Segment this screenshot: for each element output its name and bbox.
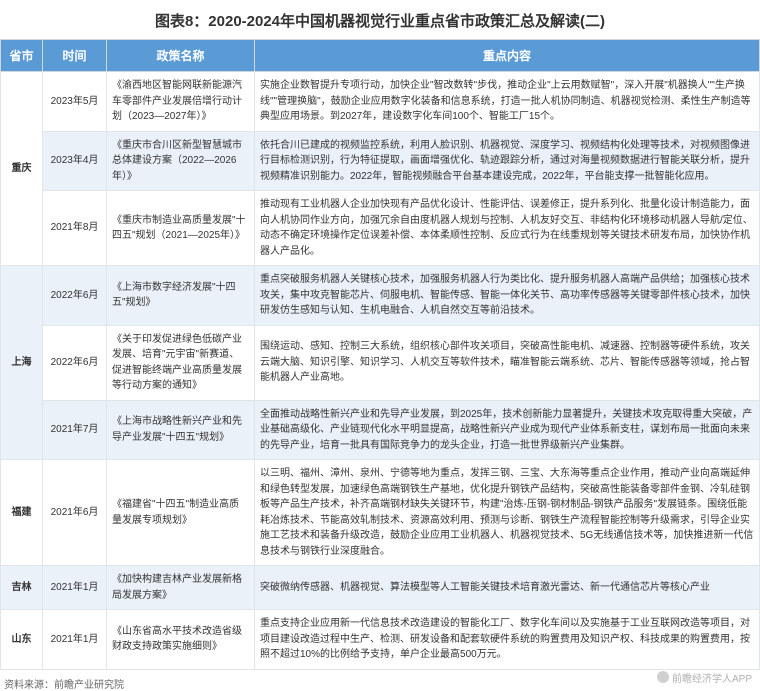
- policy-cell: 《上海市战略性新兴产业和先导产业发展"十四五"规划》: [107, 400, 255, 460]
- province-cell: 吉林: [1, 566, 43, 610]
- table-row: 山东2021年1月《山东省高水平技术改造省级财政支持政策实施细则》重点支持企业应…: [1, 610, 760, 670]
- content-cell: 推动现有工业机器人企业加快现有产品优化设计、性能评估、误差修正，提升系列化、批量…: [255, 191, 760, 266]
- policy-cell: 《重庆市制造业高质量发展"十四五"规划（2021—2025年）》: [107, 191, 255, 266]
- policy-cell: 《上海市数字经济发展"十四五"规划》: [107, 266, 255, 326]
- time-cell: 2021年6月: [43, 460, 107, 566]
- time-cell: 2022年6月: [43, 325, 107, 400]
- watermark-text: 前瞻经济学人APP: [672, 670, 752, 685]
- policy-cell: 《山东省高水平技术改造省级财政支持政策实施细则》: [107, 610, 255, 670]
- policy-cell: 《重庆市合川区新型智慧城市总体建设方案（2022—2026年）》: [107, 131, 255, 191]
- policy-cell: 《福建省"十四五"制造业高质量发展专项规划》: [107, 460, 255, 566]
- table-row: 2022年6月《关于印发促进绿色低碳产业发展、培育"元宇宙"新赛道、促进智能终端…: [1, 325, 760, 400]
- province-cell: 上海: [1, 266, 43, 460]
- province-cell: 福建: [1, 460, 43, 566]
- table-row: 重庆2023年5月《渝西地区智能网联新能源汽车零部件产业发展倍增行动计划（202…: [1, 72, 760, 132]
- table-row: 2021年7月《上海市战略性新兴产业和先导产业发展"十四五"规划》全面推动战略性…: [1, 400, 760, 460]
- time-cell: 2023年4月: [43, 131, 107, 191]
- policy-cell: 《关于印发促进绿色低碳产业发展、培育"元宇宙"新赛道、促进智能终端产业高质量发展…: [107, 325, 255, 400]
- table-header-row: 省市 时间 政策名称 重点内容: [1, 40, 760, 72]
- policy-table: 省市 时间 政策名称 重点内容 重庆2023年5月《渝西地区智能网联新能源汽车零…: [0, 39, 760, 670]
- content-cell: 全面推动战略性新兴产业和先导产业发展，到2025年，技术创新能力显著提升，关键技…: [255, 400, 760, 460]
- content-cell: 依托合川已建成的视频监控系统，利用人脸识别、机器视觉、深度学习、视频结构化处理等…: [255, 131, 760, 191]
- province-cell: 重庆: [1, 72, 43, 266]
- policy-cell: 《渝西地区智能网联新能源汽车零部件产业发展倍增行动计划（2023—2027年）》: [107, 72, 255, 132]
- province-cell: 山东: [1, 610, 43, 670]
- policy-cell: 《加快构建吉林产业发展新格局发展方案》: [107, 566, 255, 610]
- col-header-province: 省市: [1, 40, 43, 72]
- watermark: 前瞻经济学人APP: [657, 670, 752, 685]
- time-cell: 2021年8月: [43, 191, 107, 266]
- chart-title: 图表8：2020-2024年中国机器视觉行业重点省市政策汇总及解读(二): [0, 0, 760, 39]
- col-header-content: 重点内容: [255, 40, 760, 72]
- table-row: 2021年8月《重庆市制造业高质量发展"十四五"规划（2021—2025年）》推…: [1, 191, 760, 266]
- content-cell: 实施企业数智提升专项行动，加快企业"智改数转"步伐，推动企业"上云用数赋智"，深…: [255, 72, 760, 132]
- content-cell: 围绕运动、感知、控制三大系统，组织核心部件攻关项目，突破高性能电机、减速器、控制…: [255, 325, 760, 400]
- time-cell: 2022年6月: [43, 266, 107, 326]
- time-cell: 2021年1月: [43, 566, 107, 610]
- time-cell: 2021年1月: [43, 610, 107, 670]
- col-header-policy: 政策名称: [107, 40, 255, 72]
- table-row: 2023年4月《重庆市合川区新型智慧城市总体建设方案（2022—2026年）》依…: [1, 131, 760, 191]
- content-cell: 重点突破服务机器人关键核心技术，加强服务机器人行为类比化、提升服务机器人高端产品…: [255, 266, 760, 326]
- table-row: 上海2022年6月《上海市数字经济发展"十四五"规划》重点突破服务机器人关键核心…: [1, 266, 760, 326]
- table-row: 吉林2021年1月《加快构建吉林产业发展新格局发展方案》突破微纳传感器、机器视觉…: [1, 566, 760, 610]
- time-cell: 2023年5月: [43, 72, 107, 132]
- table-row: 福建2021年6月《福建省"十四五"制造业高质量发展专项规划》以三明、福州、漳州…: [1, 460, 760, 566]
- content-cell: 以三明、福州、漳州、泉州、宁德等地为重点，发挥三钢、三宝、大东海等重点企业作用，…: [255, 460, 760, 566]
- content-cell: 突破微纳传感器、机器视觉、算法模型等人工智能关键技术培育激光雷达、新一代通信芯片…: [255, 566, 760, 610]
- content-cell: 重点支持企业应用新一代信息技术改造建设的智能化工厂、数字化车间以及实施基于工业互…: [255, 610, 760, 670]
- watermark-icon: [657, 671, 669, 683]
- col-header-time: 时间: [43, 40, 107, 72]
- time-cell: 2021年7月: [43, 400, 107, 460]
- source-text: 资料来源：前瞻产业研究院: [0, 670, 760, 691]
